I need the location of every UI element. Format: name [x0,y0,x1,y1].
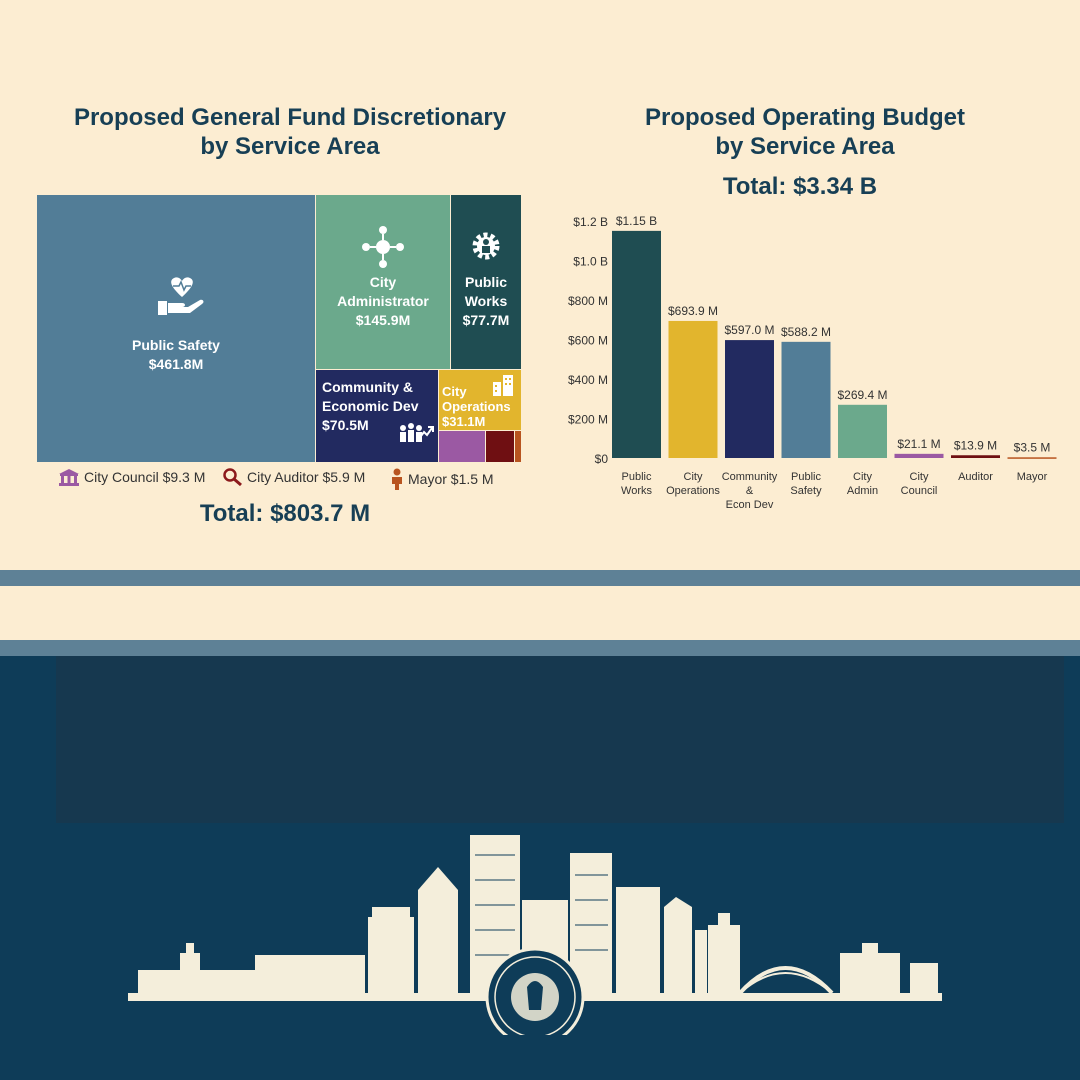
magnifier-icon [223,468,242,486]
bar [725,340,774,458]
x-category-label: Works [621,485,652,497]
right-title-line1: Proposed Operating Budget [644,104,965,131]
x-category-label: Admin [847,485,878,497]
legend-city-auditor-label: City Auditor $5.9 M [247,469,366,485]
treemap-cell-city-admin: City Administrator $145.9M [316,195,450,369]
left-title-line2: by Service Area [200,133,380,160]
legend-mayor-label: Mayor $1.5 M [408,471,494,487]
bar [781,341,831,458]
public-works-label-line2: Works [464,293,508,309]
legend-mayor: Mayor $1.5 M [390,468,494,490]
public-safety-value: $461.8M [148,356,204,372]
y-tick-label: $800 M [568,294,608,308]
bar [612,230,661,458]
treemap-cell-city-auditor [486,431,514,462]
bar-value-label: $693.9 M [668,304,718,318]
divider-band [0,570,1080,586]
x-category-label: & [746,485,754,497]
city-admin-value: $145.9M [355,312,411,328]
x-category-label: City [853,471,872,483]
bar-value-label: $13.9 M [954,438,997,452]
community-label-line2: Economic Dev [322,398,419,414]
public-safety-label: Public Safety [132,337,220,353]
left-chart-title: Proposed General Fund Discretionary by S… [30,103,550,161]
bar [838,404,887,458]
x-category-label: Public [622,471,652,483]
treemap-cell-public-works: Public Works $77.7M [451,195,521,369]
y-tick-label: $600 M [568,334,608,348]
public-works-label-line1: Public [464,274,507,290]
treemap-cell-public-safety: Public Safety $461.8M [37,195,315,462]
heart-hand-icon [158,277,204,315]
legend-city-council-label: City Council $9.3 M [84,469,206,485]
cream-strip [0,586,1080,640]
city-ops-label-line1: City [442,384,467,399]
left-total: Total: $803.7 M [199,500,371,527]
city-ops-label-line2: Operations [442,399,511,414]
divider-band [0,640,1080,656]
courthouse-icon [59,469,79,486]
legend-city-council: City Council $9.3 M [58,468,205,486]
legend-city-auditor: City Auditor $5.9 M [223,468,365,486]
x-category-label: Public [791,471,821,483]
bar-value-label: $21.1 M [897,437,940,451]
x-category-label: City [684,471,703,483]
x-category-label: Mayor [1017,471,1048,483]
right-total: Total: $3.34 B [722,173,878,200]
y-tick-label: $1.2 B [573,215,608,229]
treemap-cell-mayor [515,431,521,462]
community-label-line1: Community & [322,379,413,395]
x-category-label: City [910,471,929,483]
network-people-icon [362,226,404,268]
community-value: $70.5M [322,417,369,433]
x-category-label: Council [901,485,938,497]
bar-value-label: $269.4 M [837,388,887,402]
city-admin-label-line2: Administrator [337,293,429,309]
x-category-label: Auditor [958,471,993,483]
x-category-label: Operations [666,485,720,497]
city-ops-value: $31.1M [442,414,486,429]
right-title-line2: by Service Area [715,133,895,160]
bar-value-label: $3.5 M [1014,440,1051,454]
inner-panel [56,656,1064,823]
city-skyline-illustration [128,835,942,1035]
x-category-label: Community [722,471,778,483]
public-works-value: $77.7M [462,312,510,328]
y-tick-label: $1.0 B [573,255,608,269]
right-chart-title: Proposed Operating Budget by Service Are… [590,103,1020,161]
bar [951,455,1000,458]
bar [894,453,944,458]
buildings-icon [493,375,513,396]
bar-value-label: $1.15 B [616,214,657,228]
person-icon [392,468,402,490]
bar [668,320,718,458]
y-tick-label: $0 [595,452,609,466]
x-category-label: Safety [790,485,822,497]
x-category-label: Econ Dev [726,499,774,511]
bar-value-label: $597.0 M [724,323,774,337]
bar [1007,457,1057,459]
bar-chart: $0 $200 M $400 M $600 M $800 M $1.0 B $1.2 B $1… [568,214,1057,511]
y-tick-label: $400 M [568,373,608,387]
y-tick-label: $200 M [568,413,608,427]
left-title-line1: Proposed General Fund Discretionary [73,104,507,131]
city-admin-label-line1: City [369,274,397,290]
bar-value-label: $588.2 M [781,325,831,339]
treemap-cell-community: Community & Economic Dev $70.5M [316,370,438,462]
treemap-cell-city-operations: City Operations $31.1M [439,370,521,430]
treemap-cell-city-council [439,431,485,462]
gear-person-icon [472,232,500,260]
growth-people-icon [400,423,434,442]
